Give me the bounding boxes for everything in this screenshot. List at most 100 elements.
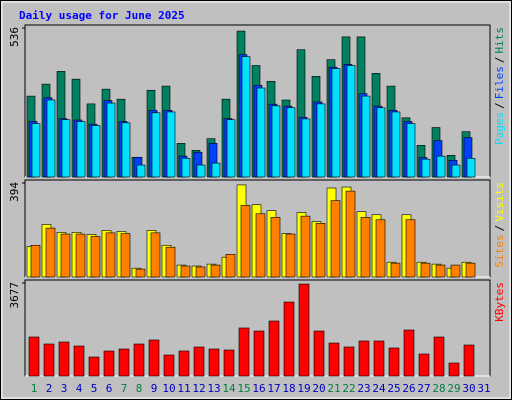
- bar: [448, 362, 460, 377]
- bar: [466, 158, 476, 178]
- bar: [268, 320, 280, 377]
- bar: [435, 264, 446, 278]
- x-tick-label: 9: [151, 382, 158, 395]
- bar: [118, 348, 130, 377]
- x-tick-label: 29: [447, 382, 460, 395]
- bar: [286, 107, 296, 178]
- x-tick-label: 7: [121, 382, 128, 395]
- x-tick-label: 11: [177, 382, 190, 395]
- x-tick-label: 18: [282, 382, 295, 395]
- x-tick-label: 5: [91, 382, 98, 395]
- legend-entry: Files: [493, 66, 506, 99]
- bar: [451, 164, 461, 178]
- bar: [241, 56, 251, 178]
- bar: [136, 164, 146, 178]
- bar: [358, 340, 370, 377]
- y-tick-label: 394: [8, 182, 21, 202]
- bar: [58, 341, 70, 377]
- x-tick-label: 22: [342, 382, 355, 395]
- bar: [178, 350, 190, 377]
- bar: [73, 345, 85, 377]
- x-tick-label: 23: [357, 382, 370, 395]
- x-tick-label: 27: [417, 382, 430, 395]
- x-tick-label: 6: [106, 382, 113, 395]
- bar: [226, 119, 236, 178]
- legend-separator: /: [493, 57, 506, 64]
- legend-entry: Hits: [493, 27, 506, 54]
- bar: [376, 107, 386, 178]
- bar: [91, 125, 101, 178]
- legend: Pages / Files / Hits: [493, 27, 506, 145]
- bar: [238, 327, 250, 377]
- bar: [223, 349, 235, 377]
- bar: [388, 347, 400, 377]
- bar: [406, 123, 416, 178]
- bar: [31, 123, 41, 178]
- x-tick-label: 8: [136, 382, 143, 395]
- bar: [360, 217, 371, 278]
- bar: [253, 330, 265, 377]
- bar: [210, 264, 221, 278]
- bar: [45, 227, 56, 278]
- x-tick-label: 1: [31, 382, 38, 395]
- x-tick-label: 13: [207, 382, 220, 395]
- bar: [211, 162, 221, 178]
- bar: [150, 232, 161, 278]
- bar: [103, 350, 115, 377]
- x-tick-label: 19: [297, 382, 310, 395]
- bar: [60, 233, 71, 278]
- x-tick-label: 28: [432, 382, 445, 395]
- x-tick-label: 17: [267, 382, 280, 395]
- bar: [121, 122, 131, 178]
- bar: [43, 343, 55, 377]
- x-tick-label: 3: [61, 382, 68, 395]
- bar: [88, 356, 100, 377]
- bar: [28, 336, 40, 377]
- bar: [361, 95, 371, 178]
- x-tick-label: 10: [162, 382, 175, 395]
- bar: [315, 223, 326, 278]
- bar: [373, 340, 385, 377]
- bar: [46, 99, 56, 178]
- legend: KBytes: [493, 282, 506, 322]
- bar: [390, 262, 401, 278]
- bar: [180, 265, 191, 278]
- x-tick-label: 14: [222, 382, 236, 395]
- x-tick-label: 20: [312, 382, 325, 395]
- bar: [151, 112, 161, 178]
- legend: Sites / Visits: [493, 182, 506, 268]
- x-tick-label: 21: [327, 382, 340, 395]
- bar: [256, 87, 266, 178]
- bar: [331, 68, 341, 178]
- bar: [196, 164, 206, 178]
- legend-entry: Pages: [493, 112, 506, 145]
- x-tick-label: 24: [372, 382, 386, 395]
- bar: [163, 354, 175, 377]
- bar: [106, 102, 116, 178]
- bar: [418, 353, 430, 377]
- x-tick-label: 25: [387, 382, 400, 395]
- bar: [75, 233, 86, 278]
- bar: [283, 301, 295, 377]
- legend-separator: /: [493, 102, 506, 109]
- bar: [195, 266, 206, 278]
- bar: [135, 268, 146, 278]
- bar: [166, 111, 176, 178]
- bar: [208, 348, 220, 377]
- legend-entry: KBytes: [493, 282, 506, 322]
- bar: [391, 111, 401, 178]
- x-tick-label: 26: [402, 382, 415, 395]
- bar: [420, 262, 431, 278]
- x-tick-label: 12: [192, 382, 205, 395]
- bar: [120, 233, 131, 278]
- bar: [105, 232, 116, 278]
- bar: [240, 205, 251, 278]
- bar: [316, 103, 326, 178]
- bar: [285, 233, 296, 278]
- bar: [270, 217, 281, 278]
- legend-entry: Sites: [493, 234, 506, 267]
- x-tick-label: 16: [252, 382, 265, 395]
- x-tick-label: 4: [76, 382, 83, 395]
- bar: [345, 190, 356, 278]
